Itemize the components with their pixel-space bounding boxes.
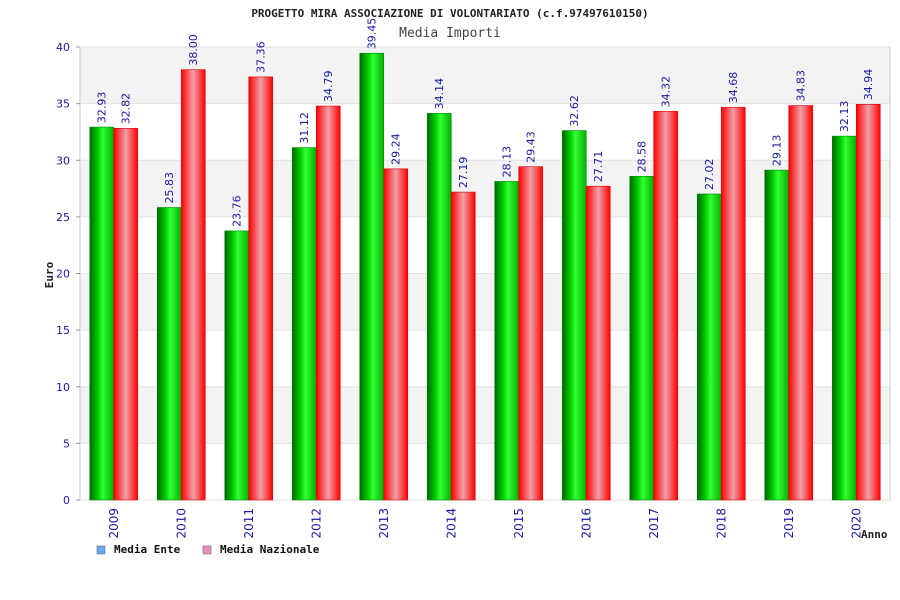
- bar-media-nazionale-2018: [720, 106, 746, 501]
- plot-band: [80, 47, 890, 104]
- bar-media-ente-2013: [359, 52, 385, 501]
- y-tick-label: 5: [63, 437, 70, 450]
- y-tick-label: 25: [56, 211, 70, 224]
- chart-title: PROGETTO MIRA ASSOCIAZIONE DI VOLONTARIA…: [251, 7, 648, 20]
- data-label: 28.58: [636, 141, 649, 173]
- y-tick-label: 35: [56, 98, 70, 111]
- gridlines: [80, 46, 890, 501]
- bar-media-ente-2017: [629, 176, 655, 501]
- y-tick-label: 30: [56, 154, 70, 167]
- bar-media-nazionale-2020: [855, 104, 881, 501]
- data-label: 34.83: [795, 70, 808, 102]
- y-tick-label: 10: [56, 381, 70, 394]
- data-label: 34.32: [660, 76, 673, 108]
- bar-media-ente-2019: [764, 169, 790, 501]
- legend-swatch: [202, 545, 212, 555]
- bar-media-nazionale-2010: [180, 69, 206, 501]
- legend-swatch: [96, 545, 106, 555]
- data-label: 32.13: [838, 101, 851, 133]
- x-tick-label: 2014: [444, 508, 458, 539]
- data-label: 25.83: [163, 172, 176, 204]
- plot-band: [80, 443, 890, 500]
- bar-media-ente-2018: [696, 193, 722, 501]
- y-tick-label: 40: [56, 41, 70, 54]
- plot-band: [80, 216, 890, 274]
- bar-media-nazionale-2019: [788, 105, 814, 501]
- y-axis-label: Euro: [43, 261, 56, 288]
- bar-media-nazionale-2013: [383, 168, 409, 501]
- x-tick-label: 2015: [512, 508, 526, 539]
- data-label: 31.12: [298, 112, 311, 144]
- x-axis-label: Anno: [861, 528, 888, 541]
- plot-band: [80, 273, 890, 331]
- data-label: 34.68: [727, 72, 740, 104]
- data-labels: 32.93 32.82 25.83 38.00 23.76 37.36 31.12 34.79…: [96, 18, 876, 227]
- x-tick-label: 2011: [242, 508, 256, 539]
- bar-media-ente-2010: [156, 207, 182, 501]
- bar-media-ente-2009: [89, 126, 115, 501]
- bar-media-ente-2012: [291, 147, 317, 501]
- x-tick-label: 2017: [647, 508, 661, 539]
- x-tick-label: 2013: [377, 508, 391, 539]
- legend-label: Media Nazionale: [220, 543, 320, 556]
- data-label: 38.00: [187, 34, 200, 66]
- data-label: 34.14: [433, 78, 446, 110]
- y-tick-label: 15: [56, 324, 70, 337]
- bar-media-nazionale-2012: [315, 105, 341, 501]
- bar-media-nazionale-2011: [248, 76, 274, 501]
- x-tick-label: 2019: [782, 508, 796, 539]
- data-label: 32.93: [96, 92, 109, 124]
- data-label: 37.36: [255, 41, 268, 73]
- data-label: 29.43: [525, 131, 538, 163]
- x-axis-ticks: 2009 2010 2011 2012 2013 2014 2015 2016 2017 2018…: [107, 508, 864, 539]
- legend: Media Ente Media Nazionale: [96, 543, 320, 556]
- x-tick-label: 2012: [309, 508, 323, 539]
- data-label: 27.02: [703, 158, 716, 190]
- bar-media-ente-2015: [494, 181, 520, 501]
- plot-band: [80, 160, 890, 217]
- x-tick-label: 2016: [579, 508, 593, 539]
- data-label: 28.13: [501, 146, 514, 178]
- x-tick-label: 2018: [714, 508, 728, 539]
- bar-media-nazionale-2015: [518, 166, 544, 501]
- x-tick-label: 2020: [849, 508, 863, 539]
- bar-media-nazionale-2009: [113, 128, 139, 501]
- data-label: 39.45: [366, 18, 379, 50]
- x-tick-label: 2010: [174, 508, 188, 539]
- bar-media-nazionale-2017: [653, 111, 679, 501]
- data-label: 32.82: [120, 93, 133, 125]
- data-label: 29.24: [390, 133, 403, 165]
- bar-media-ente-2011: [224, 230, 250, 501]
- data-label: 27.19: [457, 157, 470, 189]
- data-label: 29.13: [771, 135, 784, 167]
- y-tick-label: 20: [56, 268, 70, 281]
- x-tick-label: 2009: [107, 508, 121, 539]
- bar-media-ente-2020: [831, 135, 857, 501]
- data-label: 23.76: [231, 195, 244, 227]
- plot-background: [79, 46, 891, 501]
- data-label: 27.71: [592, 151, 605, 183]
- legend-label: Media Ente: [114, 543, 181, 556]
- bar-media-ente-2016: [561, 130, 587, 501]
- chart-subtitle: Media Importi: [399, 26, 501, 41]
- y-tick-label: 0: [63, 494, 70, 507]
- data-label: 34.94: [862, 69, 875, 101]
- bar-media-nazionale-2014: [450, 191, 476, 501]
- plot-band: [80, 330, 890, 387]
- bars: [89, 52, 881, 501]
- bar-media-ente-2014: [426, 113, 452, 501]
- data-label: 32.62: [568, 95, 581, 127]
- plot-band: [80, 386, 890, 444]
- plot-band: [80, 103, 890, 161]
- y-axis-ticks: 0 5 10 15 20 25 30 35 40: [56, 41, 80, 507]
- data-label: 34.79: [322, 71, 335, 103]
- bar-media-nazionale-2016: [585, 185, 611, 501]
